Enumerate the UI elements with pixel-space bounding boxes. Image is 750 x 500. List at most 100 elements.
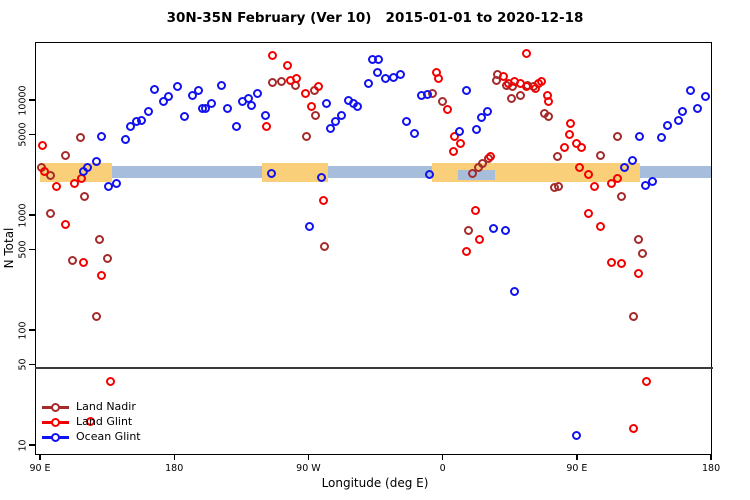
data-point-land-glint bbox=[318, 195, 328, 205]
data-point-ocean-glint bbox=[648, 177, 658, 187]
data-point-land-glint bbox=[456, 138, 466, 148]
x-tick-label: 90 E bbox=[29, 463, 51, 474]
data-point-land-nadir bbox=[633, 235, 643, 245]
data-point-ocean-glint bbox=[217, 80, 227, 90]
data-point-land-nadir bbox=[45, 208, 55, 218]
data-point-land-nadir bbox=[506, 94, 516, 104]
data-point-land-nadir bbox=[302, 132, 312, 142]
data-point-ocean-glint bbox=[472, 125, 482, 135]
data-point-land-glint bbox=[629, 423, 639, 433]
data-point-land-glint bbox=[536, 77, 546, 87]
data-point-ocean-glint bbox=[693, 103, 703, 113]
data-point-ocean-glint bbox=[462, 85, 472, 95]
data-point-land-nadir bbox=[463, 226, 473, 236]
plot-area bbox=[35, 42, 712, 455]
data-point-land-glint bbox=[262, 122, 272, 132]
data-point-land-glint bbox=[564, 130, 574, 140]
y-tick bbox=[29, 363, 35, 366]
data-point-ocean-glint bbox=[482, 107, 492, 117]
data-point-land-glint bbox=[521, 48, 531, 58]
data-point-land-glint bbox=[584, 208, 594, 218]
data-point-land-nadir bbox=[515, 90, 525, 100]
data-point-ocean-glint bbox=[402, 117, 412, 126]
data-point-ocean-glint bbox=[96, 132, 106, 142]
data-point-ocean-glint bbox=[232, 122, 242, 132]
y-tick bbox=[29, 214, 35, 216]
data-point-land-nadir bbox=[45, 171, 55, 181]
chart-title: 30N-35N February (Ver 10) 2015-01-01 to … bbox=[166, 10, 584, 26]
data-point-land-nadir bbox=[268, 77, 278, 87]
data-point-ocean-glint bbox=[657, 133, 667, 143]
data-point-ocean-glint bbox=[126, 122, 136, 132]
data-point-land-glint bbox=[584, 170, 594, 180]
data-point-land-nadir bbox=[629, 311, 639, 321]
data-point-land-glint bbox=[485, 152, 495, 162]
data-point-land-nadir bbox=[552, 152, 562, 162]
band-blue bbox=[40, 165, 712, 178]
data-point-ocean-glint bbox=[132, 117, 142, 126]
data-point-ocean-glint bbox=[247, 100, 257, 110]
data-point-ocean-glint bbox=[260, 110, 270, 120]
data-point-land-nadir bbox=[68, 255, 78, 265]
data-point-land-nadir bbox=[438, 97, 448, 107]
data-point-land-nadir bbox=[80, 192, 90, 202]
data-point-ocean-glint bbox=[454, 127, 464, 137]
y-tick-label: 500 bbox=[17, 240, 29, 259]
data-point-land-nadir bbox=[311, 110, 321, 120]
x-tick bbox=[576, 455, 578, 460]
legend-entry-land-glint: Land Glint bbox=[42, 415, 182, 429]
data-point-land-glint bbox=[60, 220, 70, 230]
data-point-ocean-glint bbox=[193, 85, 203, 95]
data-point-land-glint bbox=[78, 257, 88, 267]
legend-marker-icon bbox=[51, 403, 60, 412]
data-point-ocean-glint bbox=[326, 123, 336, 133]
x-tick bbox=[39, 455, 41, 460]
data-point-ocean-glint bbox=[253, 88, 263, 98]
data-point-ocean-glint bbox=[627, 155, 637, 165]
data-point-land-nadir bbox=[92, 311, 102, 321]
data-point-ocean-glint bbox=[321, 98, 331, 108]
data-point-ocean-glint bbox=[163, 92, 173, 102]
data-point-ocean-glint bbox=[363, 78, 373, 88]
data-point-ocean-glint bbox=[424, 170, 434, 180]
x-tick-label: 90 W bbox=[296, 463, 321, 474]
data-point-ocean-glint bbox=[207, 98, 216, 108]
data-point-land-nadir bbox=[75, 133, 85, 143]
x-tick bbox=[307, 455, 310, 460]
y-tick bbox=[29, 248, 35, 251]
data-point-land-glint bbox=[283, 60, 293, 70]
data-point-land-glint bbox=[521, 82, 531, 92]
data-point-land-glint bbox=[560, 142, 570, 152]
data-point-land-glint bbox=[96, 270, 106, 280]
data-point-land-nadir bbox=[550, 183, 559, 193]
data-point-land-nadir bbox=[467, 168, 477, 178]
legend-marker-icon bbox=[51, 432, 60, 442]
data-point-ocean-glint bbox=[374, 55, 384, 65]
y-tick bbox=[29, 444, 35, 446]
data-point-ocean-glint bbox=[187, 90, 197, 100]
data-point-land-glint bbox=[475, 235, 485, 245]
data-point-land-nadir bbox=[320, 242, 330, 252]
y-tick-label: 5000 bbox=[17, 122, 29, 147]
data-point-land-nadir bbox=[60, 150, 70, 160]
x-tick-label: 180 bbox=[702, 463, 721, 474]
data-point-ocean-glint bbox=[336, 110, 346, 120]
data-point-ocean-glint bbox=[409, 129, 419, 139]
data-point-land-glint bbox=[268, 50, 278, 60]
data-point-land-glint bbox=[306, 102, 316, 112]
legend-label: Land Glint bbox=[76, 415, 133, 428]
data-point-ocean-glint bbox=[500, 225, 510, 235]
data-point-ocean-glint bbox=[372, 68, 382, 78]
data-point-land-nadir bbox=[102, 253, 112, 263]
data-point-land-glint bbox=[596, 221, 606, 231]
data-point-land-nadir bbox=[277, 77, 287, 87]
data-point-ocean-glint bbox=[673, 115, 683, 125]
data-point-land-glint bbox=[442, 105, 452, 115]
data-point-land-glint bbox=[606, 257, 616, 267]
legend-marker-icon bbox=[51, 418, 60, 427]
data-point-ocean-glint bbox=[104, 182, 114, 192]
data-point-ocean-glint bbox=[159, 97, 169, 107]
data-point-land-glint bbox=[612, 173, 622, 183]
x-tick bbox=[441, 455, 444, 460]
x-axis-label: Longitude (deg E) bbox=[321, 476, 429, 490]
